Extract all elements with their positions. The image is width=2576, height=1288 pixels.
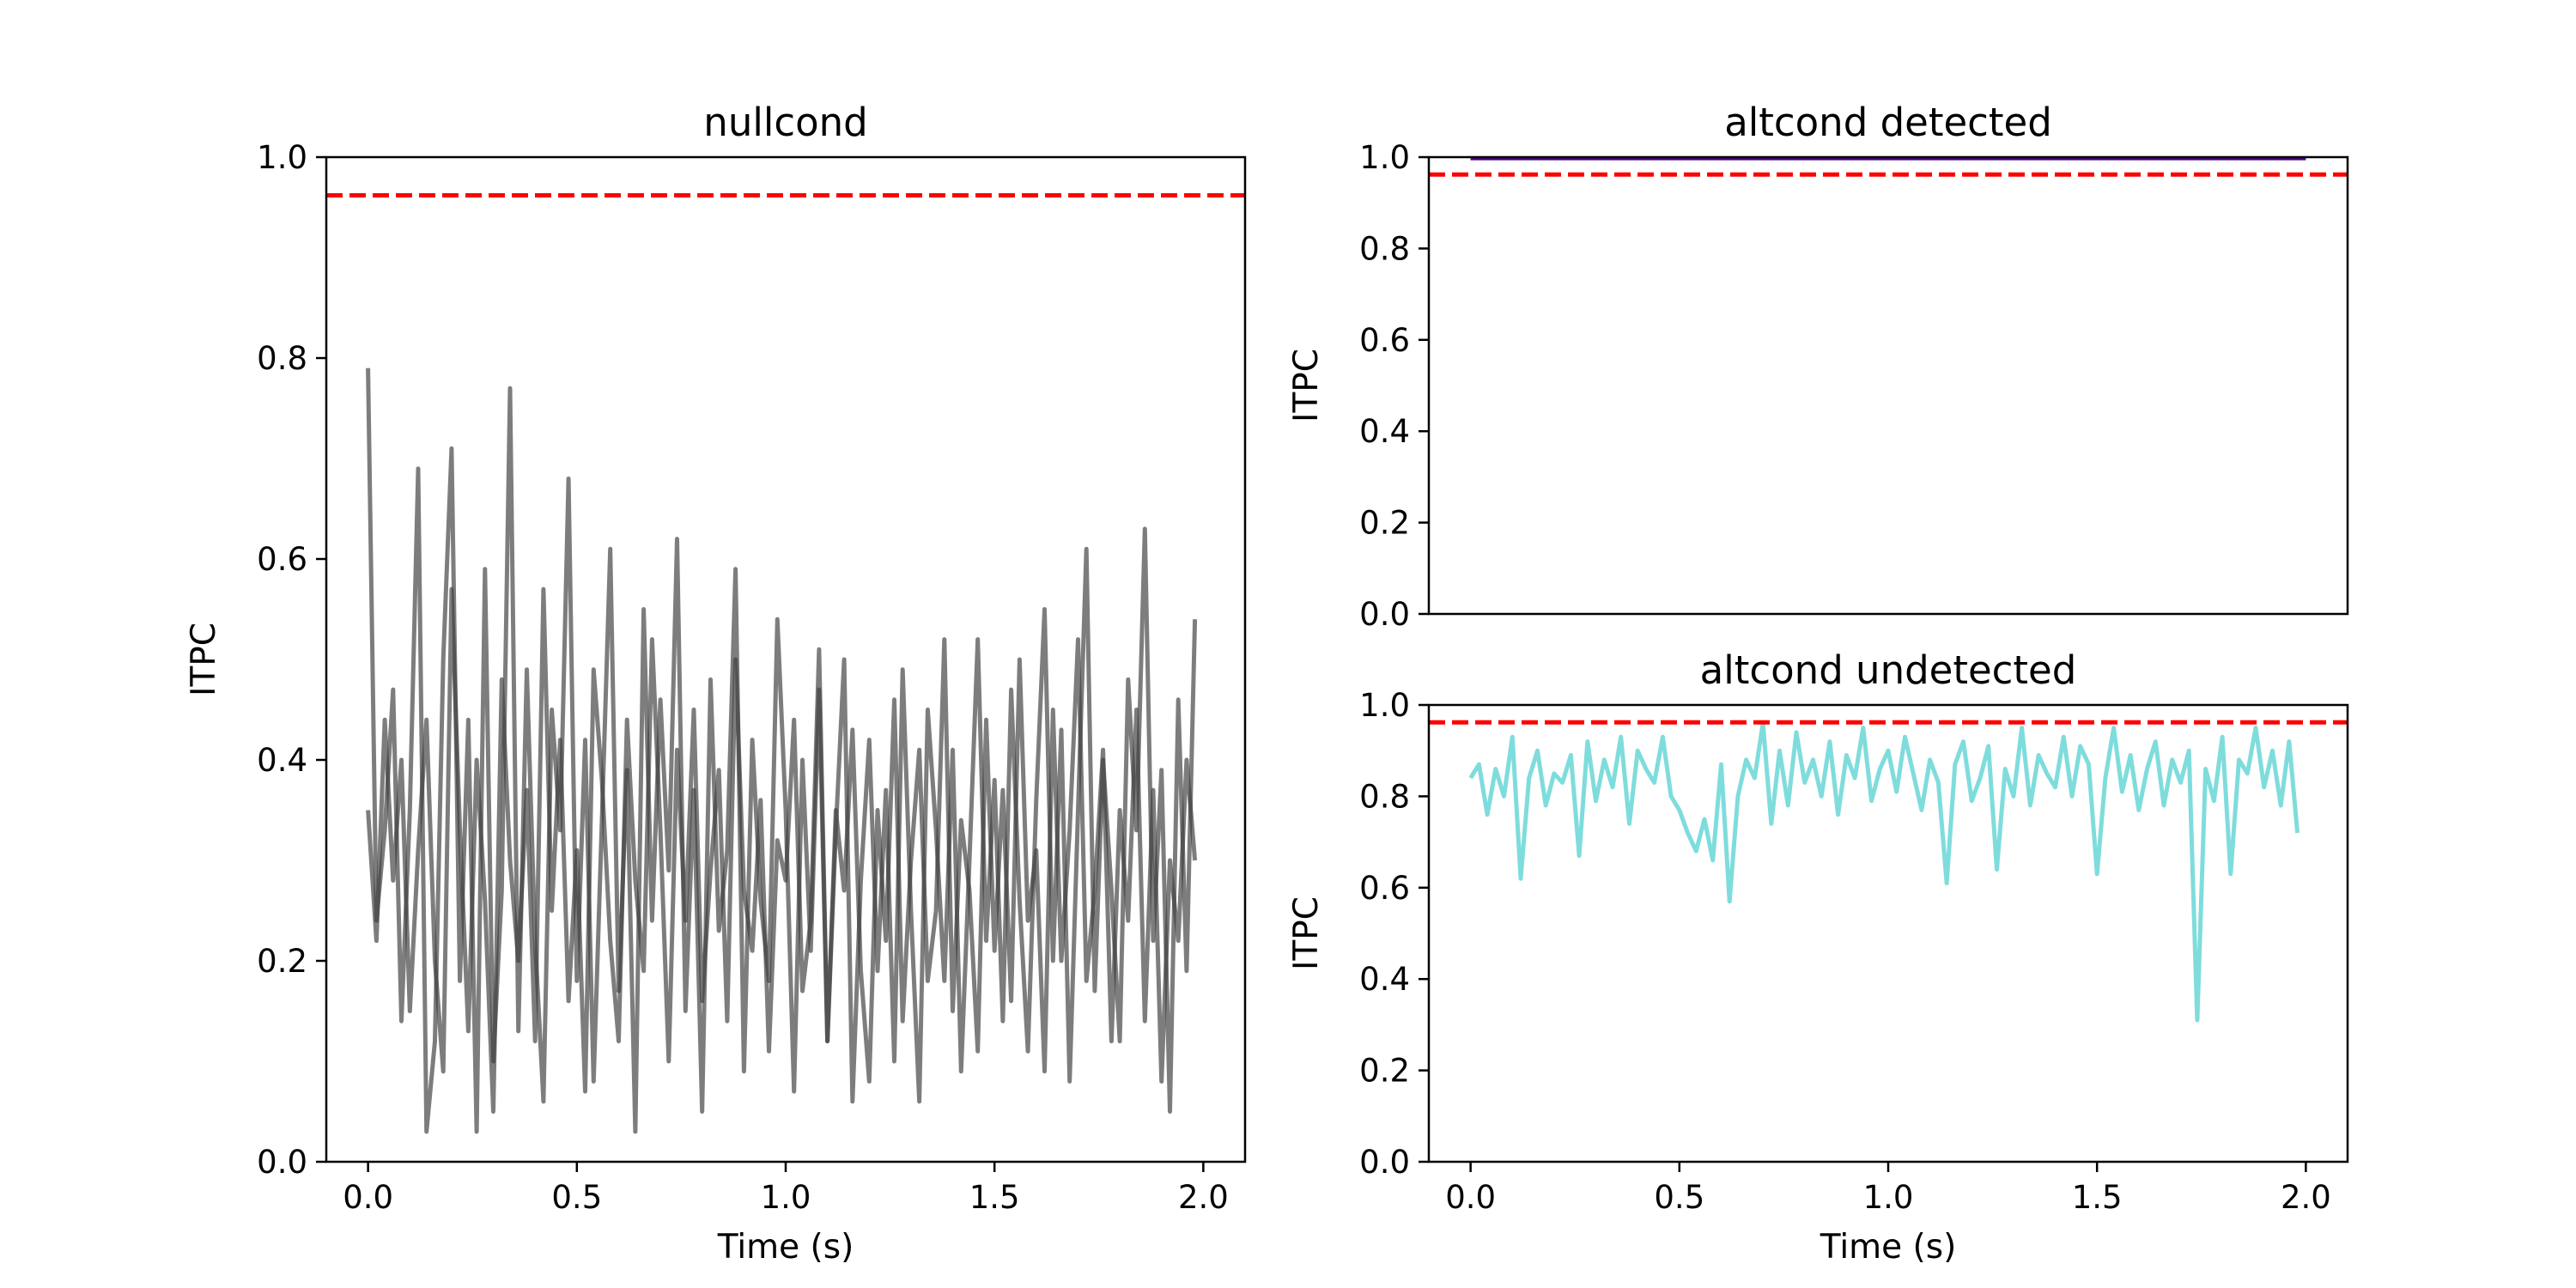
- panel-1-ytick-label: 1.0: [257, 139, 307, 176]
- panel-3-xtick-label: 1.0: [1863, 1179, 1914, 1216]
- panel-2-axes-frame: [1427, 155, 2349, 616]
- panel-1-series-group: [366, 368, 1198, 1134]
- panel-1-ylabel: ITPC: [185, 623, 223, 696]
- panel-1-xtick-label: 1.0: [761, 1179, 811, 1216]
- panels: 0.0 0.2 0.4 0.6 0.8 1.0 0.0 0.5 1.0 1.5 2.0 nullcon…: [185, 100, 2349, 1267]
- panel-1-ytick-label: 0.2: [257, 943, 307, 980]
- panel-3: 0.0 0.2 0.4 0.6 0.8 1.0 0.0 0.5 1.0 1.5 2.0 altcond…: [1287, 647, 2349, 1267]
- panel-2-ytick-label: 0.8: [1359, 230, 1410, 267]
- panel-3-series-line-1: [1468, 720, 2300, 1023]
- panel-1-xlabel: Time (s): [717, 1228, 854, 1267]
- panel-1: 0.0 0.2 0.4 0.6 0.8 1.0 0.0 0.5 1.0 1.5 2.0 nullcon…: [185, 100, 1247, 1267]
- panel-1-ytick-label: 0.8: [257, 340, 307, 377]
- panel-2-ylabel: ITPC: [1287, 349, 1326, 422]
- panel-3-ytick-label: 0.8: [1359, 778, 1410, 815]
- panel-3-series-group: [1468, 720, 2300, 1023]
- panel-3-xtick-label: 2.0: [2281, 1179, 2331, 1216]
- panel-2-ytick-label: 0.0: [1359, 596, 1410, 633]
- panel-2-ytick-label: 0.6: [1359, 322, 1410, 359]
- panel-2-ytick-label: 0.2: [1359, 505, 1410, 542]
- panel-3-ytick-label: 1.0: [1359, 687, 1410, 724]
- panel-1-ytick-label: 0.0: [257, 1144, 307, 1181]
- panel-3-ytick-label: 0.4: [1359, 961, 1410, 998]
- panel-1-ytick-label: 0.4: [257, 742, 307, 779]
- panel-3-title: altcond undetected: [1700, 647, 2077, 693]
- panel-1-xtick-label: 2.0: [1178, 1179, 1229, 1216]
- panel-3-ylabel: ITPC: [1287, 896, 1326, 970]
- panel-1-xtick-label: 0.0: [343, 1179, 393, 1216]
- panel-1-ytick-label: 0.6: [257, 541, 307, 578]
- panel-3-ytick-label: 0.6: [1359, 870, 1410, 907]
- panel-1-series-line-2: [366, 586, 1198, 1114]
- panel-3-ytick-label: 0.0: [1359, 1144, 1410, 1181]
- panel-1-xtick-label: 1.5: [969, 1179, 1020, 1216]
- panel-2-ytick-label: 1.0: [1359, 139, 1410, 176]
- panel-3-ytick-label: 0.2: [1359, 1053, 1410, 1090]
- panel-2-ytick-label: 0.4: [1359, 413, 1410, 450]
- panel-1-title: nullcond: [703, 100, 867, 145]
- panel-1-xtick-label: 0.5: [551, 1179, 602, 1216]
- panel-2-title: altcond detected: [1724, 100, 2052, 145]
- panel-3-xtick-label: 0.0: [1445, 1179, 1496, 1216]
- panel-2: 0.0 0.2 0.4 0.6 0.8 1.0 altcond detected ITPC: [1287, 100, 2349, 633]
- panel-3-xtick-label: 0.5: [1654, 1179, 1704, 1216]
- panel-3-xlabel: Time (s): [1820, 1228, 1957, 1267]
- panel-3-xtick-label: 1.5: [2072, 1179, 2123, 1216]
